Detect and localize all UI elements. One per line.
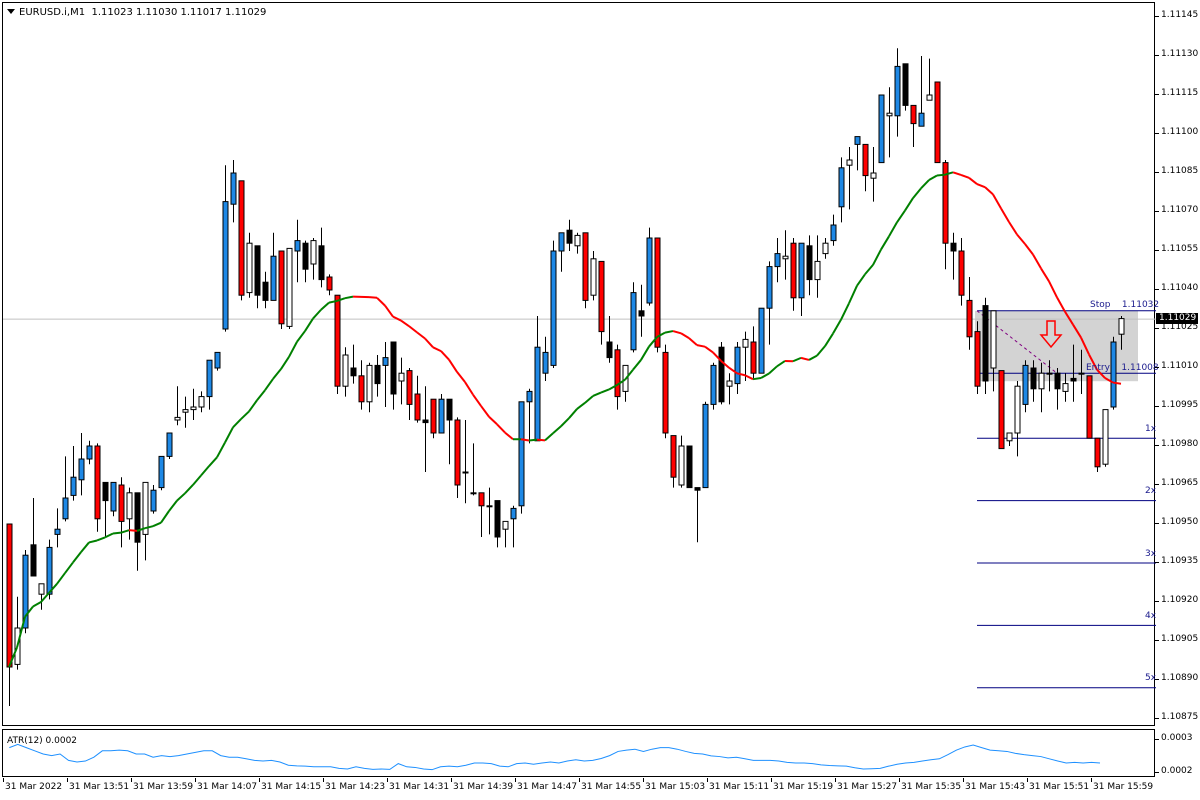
price-tick: 1.10875 [1155, 712, 1198, 722]
target-4x-label: 4x [1145, 611, 1157, 621]
time-tick: 31 Mar 15:11 [707, 778, 769, 792]
time-tick: 31 Mar 14:23 [323, 778, 385, 792]
price-tick: 1.10950 [1155, 517, 1198, 527]
time-tick: 31 Mar 14:39 [451, 778, 513, 792]
atr-tick: 0.0003 [1155, 733, 1193, 743]
atr-line-plot [9, 743, 1101, 771]
time-axis[interactable]: 31 Mar 2022 31 Mar 13:51 31 Mar 13:59 31 Ma… [0, 778, 1155, 800]
ohlc-values: 1.11023 1.11030 1.11017 1.11029 [91, 7, 267, 18]
time-tick: 31 Mar 14:47 [515, 778, 577, 792]
time-tick: 31 Mar 13:51 [67, 778, 129, 792]
stop-level-label: Stop 1.11032 [1090, 300, 1160, 310]
price-tick: 1.10890 [1155, 673, 1198, 683]
price-tick: 1.11145 [1155, 10, 1198, 20]
entry-level-label: Entry 1.11008 [1086, 363, 1159, 373]
price-axis[interactable]: 1.11145 1.11130 1.11115 1.11100 1.11085 1.110… [1155, 0, 1200, 778]
collapse-triangle-icon[interactable] [7, 9, 15, 14]
time-tick: 31 Mar 13:59 [131, 778, 193, 792]
time-tick: 31 Mar 15:59 [1091, 778, 1153, 792]
atr-label: ATR(12) 0.0002 [7, 736, 78, 746]
price-tick: 1.10905 [1155, 634, 1198, 644]
time-tick: 31 Mar 14:15 [259, 778, 321, 792]
time-tick: 31 Mar 15:51 [1027, 778, 1089, 792]
target-3x-label: 3x [1145, 549, 1157, 559]
price-chart-area[interactable]: EURUSD.i,M1 1.11023 1.11030 1.11017 1.11… [2, 2, 1159, 726]
candlestick-plot [3, 48, 1156, 706]
atr-tick: 0.0002 [1155, 766, 1193, 776]
price-tick: 1.11055 [1155, 244, 1198, 254]
price-tick: 1.10980 [1155, 439, 1198, 449]
price-tick: 1.11040 [1155, 283, 1198, 293]
price-tick: 1.10920 [1155, 595, 1198, 605]
price-tick: 1.11070 [1155, 205, 1198, 215]
price-tick: 1.11115 [1155, 88, 1198, 98]
time-tick: 31 Mar 15:35 [899, 778, 961, 792]
symbol-timeframe: EURUSD.i,M1 [19, 7, 86, 18]
chart-title: EURUSD.i,M1 1.11023 1.11030 1.11017 1.11… [7, 7, 266, 18]
time-tick: 31 Mar 15:19 [771, 778, 833, 792]
price-tick: 1.10995 [1155, 400, 1198, 410]
price-tick: 1.11025 [1155, 322, 1198, 332]
time-tick: 31 Mar 14:31 [387, 778, 449, 792]
price-tick: 1.10965 [1155, 478, 1198, 488]
sell-arrow-icon [1039, 320, 1063, 349]
target-2x-label: 2x [1145, 486, 1157, 496]
time-tick: 31 Mar 15:43 [963, 778, 1025, 792]
trade-diagonal [976, 310, 1058, 374]
price-tick: 1.11085 [1155, 166, 1198, 176]
current-price-marker: 1.11029 [1156, 312, 1198, 324]
target-5x-label: 5x [1145, 673, 1157, 683]
price-tick: 1.11010 [1155, 361, 1198, 371]
time-tick: 31 Mar 15:27 [835, 778, 897, 792]
price-tick: 1.10935 [1155, 556, 1198, 566]
time-tick: 31 Mar 2022 [3, 778, 62, 792]
time-tick: 31 Mar 15:03 [643, 778, 705, 792]
atr-indicator-panel[interactable]: ATR(12) 0.0002 [2, 729, 1155, 777]
price-tick: 1.11100 [1155, 127, 1198, 137]
target-1x-label: 1x [1145, 424, 1157, 434]
price-tick: 1.11130 [1155, 49, 1198, 59]
time-tick: 31 Mar 14:55 [579, 778, 641, 792]
time-tick: 31 Mar 14:07 [195, 778, 257, 792]
